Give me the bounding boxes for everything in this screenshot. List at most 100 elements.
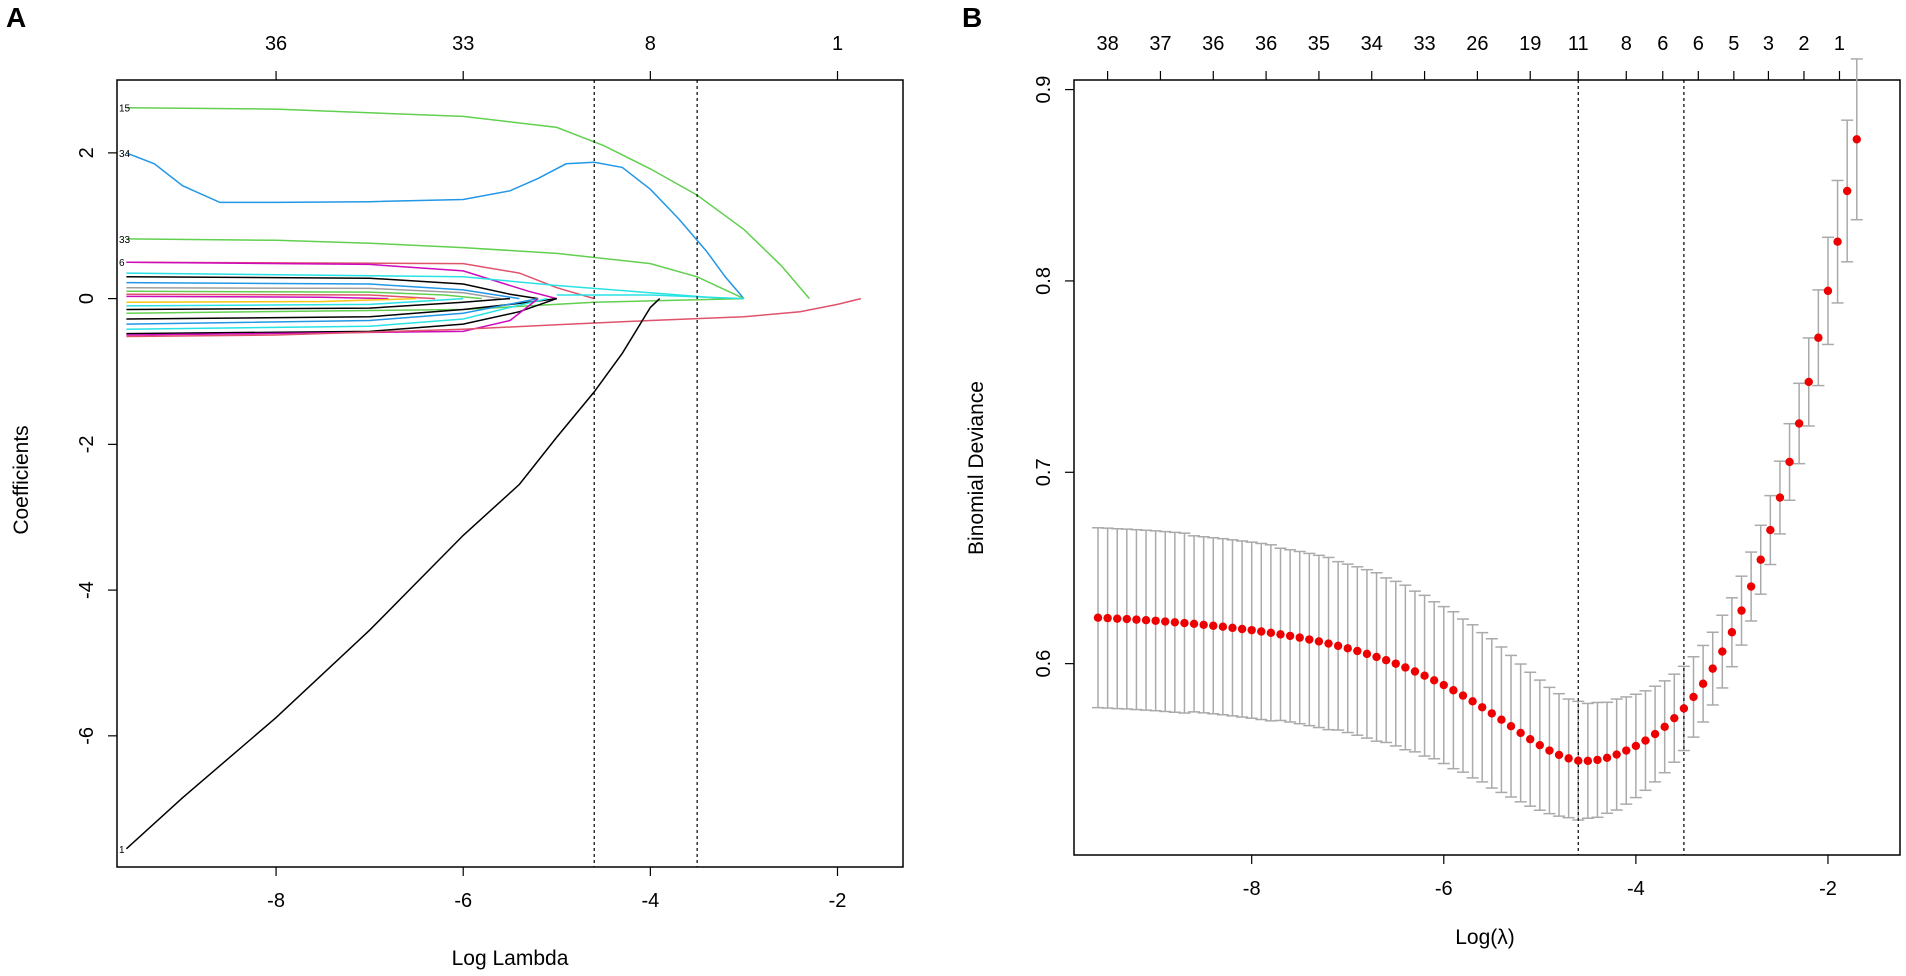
panel-b-top-tick-label: 37 [1149,33,1171,55]
panel-b-x-tick-label: -4 [1627,878,1645,900]
cv-point [1746,582,1756,591]
panel-a-y-tick-label: -6 [76,727,98,745]
panel-a-x-axis-title: Log Lambda [452,947,569,970]
cv-point [1631,741,1641,751]
series-label-6: 6 [119,258,125,269]
series-label-15: 15 [119,104,131,115]
coef-line-s12 [126,295,389,300]
cv-point [1141,616,1151,625]
cv-point [1583,756,1593,766]
coef-line-s24 [556,294,744,300]
panel-a-top-tick-label: 1 [832,33,843,55]
panel-a-plot-frame [116,79,904,868]
coef-line-34 [126,152,745,300]
cv-point [1727,628,1737,637]
cv-point [1257,627,1266,636]
cv-point [1381,655,1391,665]
cv-point [1362,649,1372,659]
cv-point [1833,237,1842,246]
cv-point [1093,613,1103,622]
cv-point [1497,715,1506,724]
panel-b-y-axis: 0.6 0.7 0.8 0.9 [1033,76,1074,678]
panel-b-top-tick-label: 6 [1693,33,1704,55]
coef-line-s13 [126,297,417,304]
cv-point [1708,664,1717,673]
cv-point [1602,753,1612,762]
cv-point [1564,754,1573,763]
cv-point [1449,686,1458,695]
cv-point [1794,419,1804,428]
cv-point [1698,679,1708,688]
cv-point [1477,703,1487,712]
cv-point [1526,735,1535,744]
cv-point [1113,614,1122,623]
panel-a-top-tick-label: 36 [265,33,287,55]
cv-point [1410,667,1420,676]
panel-b-y-axis-title: Binomial Deviance [965,381,988,555]
panel-a-y-axis: -6 -4 -2 0 2 [76,147,117,745]
coef-line-33 [126,238,745,300]
panel-b-top-tick-label: 38 [1096,33,1118,55]
coef-line-s8 [126,281,520,300]
panel-b-top-tick-label: 2 [1798,33,1809,55]
cv-point [1593,755,1602,765]
coef-line-s20 [126,297,558,335]
cv-point [1429,676,1439,685]
cv-point [1420,671,1429,680]
panel-a-lasso-coefficient-paths: A -8 -6 -4 -2 -6 -4 -2 0 2 36 33 8 1 15 34 33 6 1 Log … [6,2,904,970]
panel-b-x-tick-label: -2 [1819,878,1837,900]
panel-b-x-axis-title: Log(λ) [1455,926,1515,949]
coef-line-s15 [126,297,511,311]
cv-point [1554,750,1564,760]
cv-point [1372,652,1381,662]
series-label-1: 1 [119,845,125,856]
panel-b-x-tick-label: -6 [1435,878,1453,900]
coef-line-s9 [126,286,501,300]
panel-b-y-tick-label: 0.8 [1033,267,1055,295]
cv-point [1189,619,1199,629]
panel-b-top-tick-label: 11 [1568,33,1589,55]
cv-point [1622,746,1631,755]
panel-a-x-axis: -8 -6 -4 -2 [267,867,846,912]
panel-b-top-tick-label: 36 [1255,33,1277,55]
cv-point [1650,729,1660,739]
coef-line-1 [125,298,661,850]
panel-a-x-tick-label: -2 [829,890,847,912]
cv-point [1660,722,1669,731]
panel-b-top-tick-label: 3 [1763,33,1774,55]
cv-point [1209,621,1218,630]
cv-point [1132,615,1141,624]
cv-point [1545,746,1554,755]
panel-b-y-tick-label: 0.6 [1033,650,1055,678]
panel-b-top-tick-label: 33 [1413,33,1435,55]
coef-line-6 [126,261,595,300]
panel-a-y-axis-title: Coefficients [10,425,33,534]
panel-b-top-tick-label: 35 [1308,33,1330,55]
cv-point [1247,625,1256,635]
coef-line-s18 [126,297,539,325]
cv-point [1295,633,1304,642]
cv-point [1785,457,1794,467]
cv-point [1756,555,1765,564]
coef-line-15 [126,106,810,300]
cv-point [1823,286,1833,296]
coef-line-s5 [126,261,557,300]
panel-b-error-bars [1092,58,1863,821]
panel-b-top-tick-label: 5 [1728,33,1739,55]
panel-b-top-tick-label: 26 [1466,33,1488,55]
cv-point [1842,186,1852,196]
cv-point [1766,525,1775,535]
panel-b-top-tick-label: 6 [1657,33,1668,55]
cv-point [1343,644,1352,653]
panel-b-cv-points [1093,135,1861,766]
panel-b-top-tick-label: 19 [1519,33,1541,55]
cv-point [1737,606,1746,615]
coef-line-s7 [126,276,539,300]
cv-point [1804,377,1813,387]
cv-point [1180,618,1189,628]
coef-line-s14 [126,297,464,307]
cv-point [1487,709,1497,718]
coef-line-s22 [126,297,862,338]
cv-point [1458,691,1468,700]
